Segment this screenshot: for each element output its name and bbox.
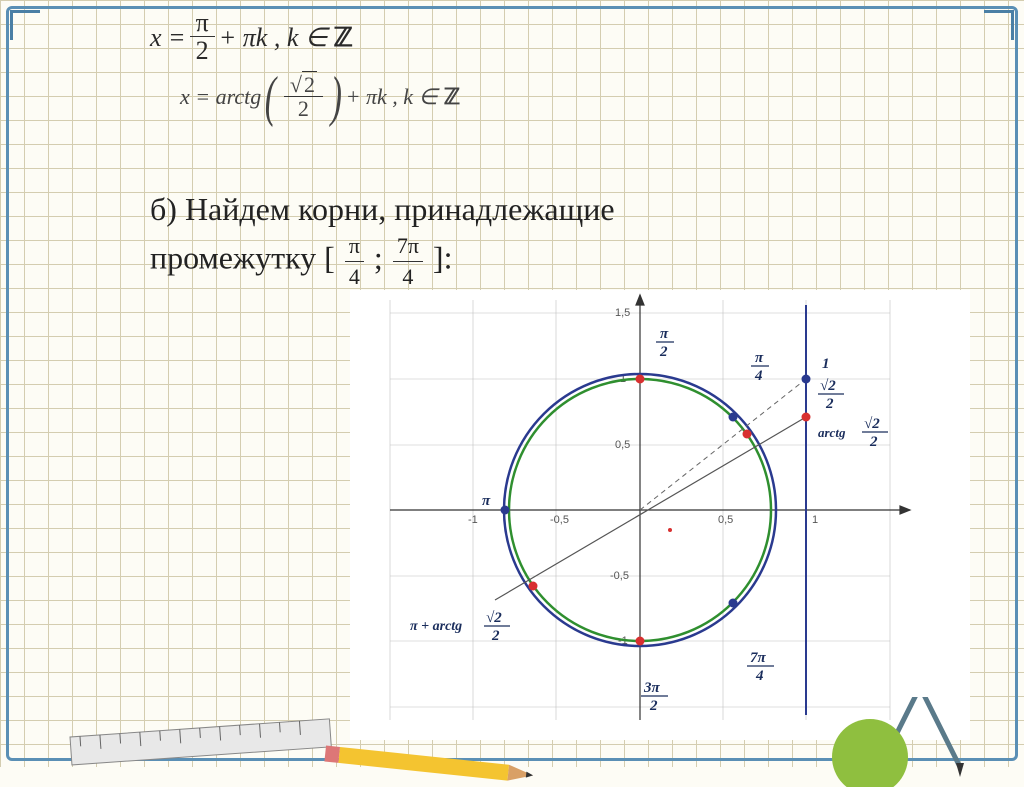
svg-text:2: 2 [491,628,500,644]
svg-text:2: 2 [649,698,658,714]
interval-sep: ; [374,240,383,276]
svg-text:2: 2 [659,344,668,360]
formula-1: x = π 2 + πk , k ∈ ℤ [150,10,964,66]
svg-text:0,5: 0,5 [718,514,733,526]
svg-text:4: 4 [754,368,763,384]
label-one: 1 [822,356,830,372]
paren-open: ( [265,75,276,120]
svg-text:1,5: 1,5 [615,307,630,319]
interval-upper: 7π 4 [393,231,423,291]
svg-text:7π: 7π [750,650,767,666]
unit-circle-diagram: -1 -0,5 0,5 1 1 0,5 -0,5 -1 1,5 [350,290,970,740]
formula-tail: + πk , k ∈ [346,84,438,110]
svg-text:0,5: 0,5 [615,439,630,451]
label-3pi-2: 3π 2 [641,680,668,714]
text-line-2-post: ]: [433,240,453,276]
integer-set: ℤ [444,84,458,110]
svg-text:-0,5: -0,5 [610,570,629,582]
svg-text:1: 1 [812,514,818,526]
svg-text:2: 2 [825,396,834,412]
formula-lhs: x = [150,23,186,53]
radical-icon: 2 [290,74,317,96]
svg-text:π: π [755,350,764,366]
problem-text: б) Найдем корни, принадлежащие промежутк… [150,188,870,292]
svg-text:√2: √2 [820,378,836,394]
corner-deco [10,10,40,40]
fraction: π 2 [190,10,215,66]
formula-tail: + πk , k ∈ [219,23,328,53]
svg-text:π + arctg: π + arctg [410,619,462,634]
svg-text:2: 2 [869,434,878,450]
svg-text:√2: √2 [486,610,502,626]
text-line-2-pre: промежутку [ [150,240,335,276]
formula-block: x = π 2 + πk , k ∈ ℤ x = arctg ( 2 2 ) +… [150,10,964,129]
svg-text:π: π [660,326,669,342]
svg-text:-1: -1 [468,514,478,526]
formula-2: x = arctg ( 2 2 ) + πk , k ∈ ℤ [180,74,964,121]
label-pi: π [482,493,491,509]
svg-text:3π: 3π [643,680,661,696]
paren-close: ) [331,75,342,120]
formula-lhs: x = arctg [180,84,261,110]
label-7pi-4: 7π 4 [747,650,774,684]
corner-deco [984,10,1014,40]
svg-text:√2: √2 [864,416,880,432]
label-pi-plus-arctg: π + arctg √2 2 [410,610,510,644]
svg-text:4: 4 [755,668,764,684]
svg-text:-0,5: -0,5 [550,514,569,526]
fraction: 2 2 [284,74,323,121]
text-line-1: б) Найдем корни, принадлежащие [150,191,615,227]
integer-set: ℤ [334,22,351,53]
diagram-svg: -1 -0,5 0,5 1 1 0,5 -0,5 -1 1,5 [350,290,970,740]
label-sqrt2-2: √2 2 [818,378,844,412]
svg-text:arctg: arctg [818,425,846,440]
label-pi-2: π 2 [656,326,674,360]
interval-lower: π 4 [345,231,364,291]
